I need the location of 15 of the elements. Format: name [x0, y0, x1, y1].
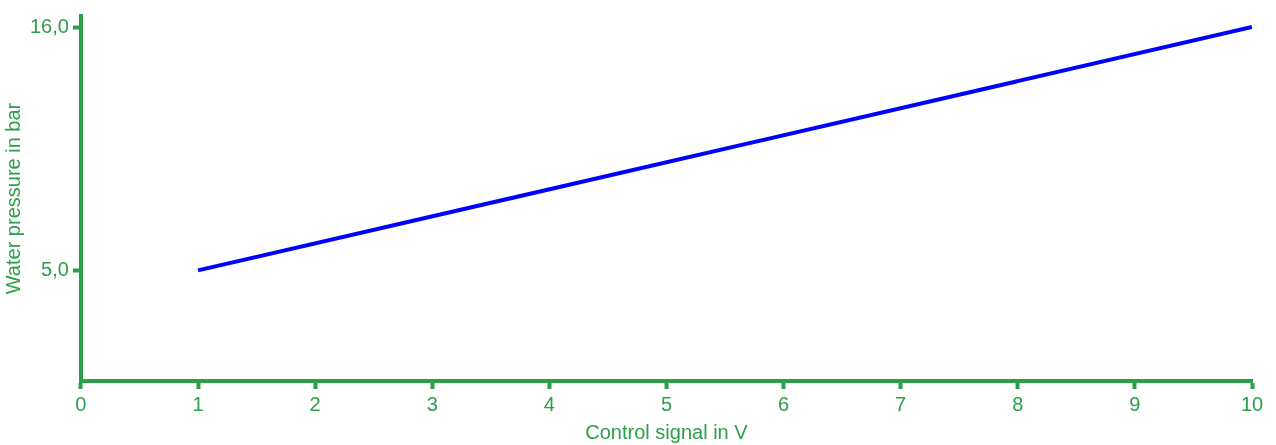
x-tick-label: 10 [1240, 392, 1264, 415]
x-tick-label: 4 [543, 392, 555, 415]
y-tick-label: 5,0 [41, 257, 69, 280]
x-tick-label: 1 [192, 392, 204, 415]
x-tick-label: 2 [309, 392, 321, 415]
x-tick-label: 6 [778, 392, 790, 415]
y-axis-title: Water pressure in bar [1, 102, 24, 295]
y-tick-label: 16,0 [29, 14, 69, 37]
x-tick-label: 5 [660, 392, 673, 415]
x-tick-label: 7 [895, 392, 907, 415]
x-tick-label: 8 [1012, 392, 1024, 415]
x-tick-label: 9 [1129, 392, 1141, 415]
x-axis-title: Control signal in V [585, 420, 749, 443]
x-tick-label: 3 [426, 392, 438, 415]
x-tick-label: 0 [75, 392, 87, 415]
